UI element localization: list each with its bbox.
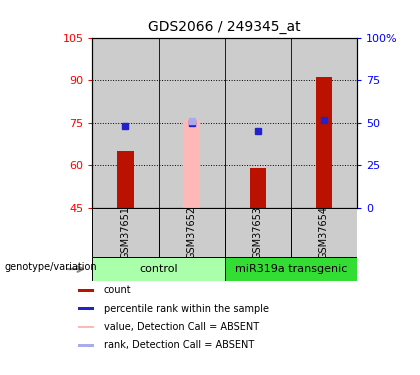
Bar — [225, 38, 291, 208]
Text: percentile rank within the sample: percentile rank within the sample — [104, 304, 269, 313]
Bar — [225, 208, 291, 257]
Bar — [78, 326, 94, 328]
Bar — [78, 344, 94, 346]
Bar — [249, 168, 266, 208]
Text: miR319a transgenic: miR319a transgenic — [235, 264, 347, 274]
Bar — [225, 257, 357, 281]
Text: control: control — [139, 264, 178, 274]
Bar — [291, 208, 357, 257]
Bar — [78, 289, 94, 292]
Title: GDS2066 / 249345_at: GDS2066 / 249345_at — [148, 20, 301, 34]
Bar — [117, 151, 134, 208]
Bar — [159, 208, 225, 257]
Text: genotype/variation: genotype/variation — [4, 262, 97, 272]
Text: GSM37652: GSM37652 — [186, 206, 197, 259]
Bar — [92, 257, 225, 281]
Bar — [184, 120, 200, 208]
Bar — [78, 308, 94, 310]
Text: GSM37653: GSM37653 — [253, 206, 263, 259]
Bar — [316, 77, 332, 208]
Bar — [92, 38, 159, 208]
Bar — [159, 38, 225, 208]
Bar — [291, 38, 357, 208]
Text: count: count — [104, 285, 131, 296]
Text: rank, Detection Call = ABSENT: rank, Detection Call = ABSENT — [104, 340, 254, 350]
Text: GSM37651: GSM37651 — [121, 206, 131, 259]
Bar — [92, 208, 159, 257]
Text: value, Detection Call = ABSENT: value, Detection Call = ABSENT — [104, 322, 259, 332]
Text: GSM37654: GSM37654 — [319, 206, 329, 259]
